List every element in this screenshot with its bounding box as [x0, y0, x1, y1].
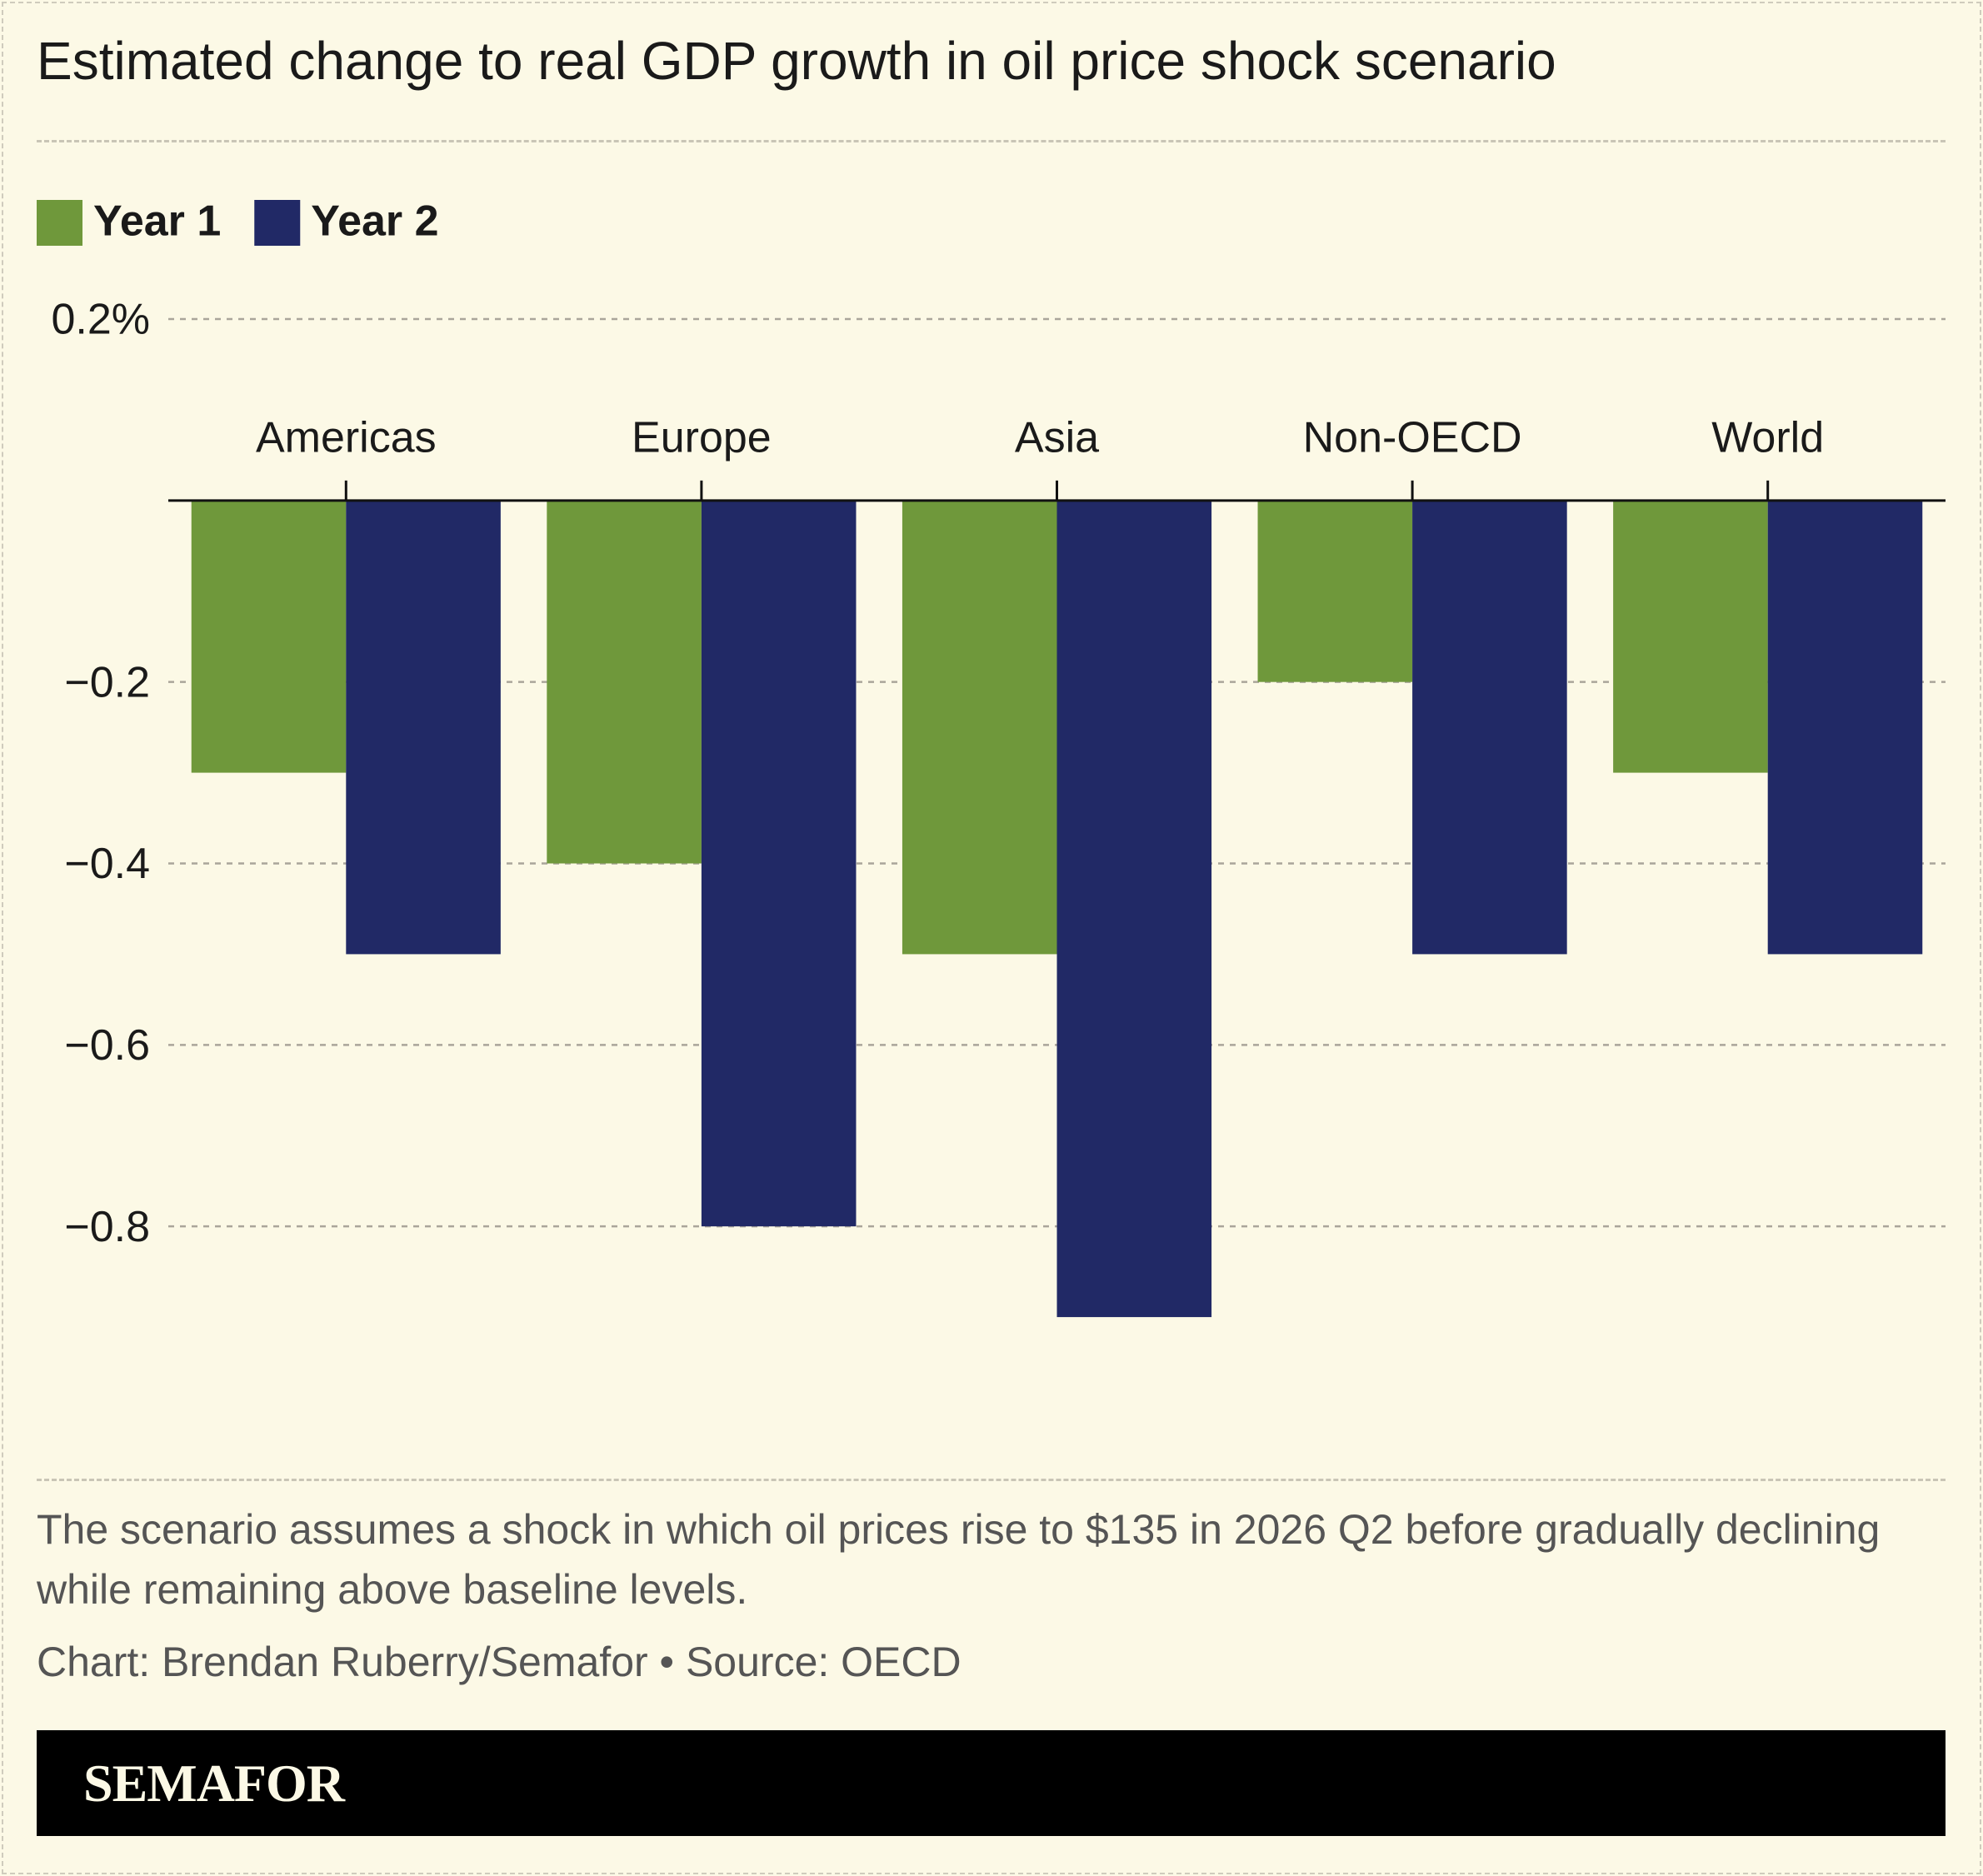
x-tick-label: Europe: [632, 414, 772, 462]
bar: [902, 500, 1057, 955]
bar: [1257, 500, 1413, 682]
separator: [37, 140, 1946, 142]
brand: SEMAFOR: [83, 1754, 345, 1813]
y-tick-label: −0.8: [64, 1203, 150, 1251]
legend-swatch: [254, 200, 301, 246]
credit: Chart: Brendan Ruberry/Semafor • Source:…: [37, 1639, 962, 1685]
y-tick-label: −0.6: [64, 1021, 150, 1070]
bar: [1613, 500, 1768, 773]
bar: [346, 500, 501, 955]
x-tick-label: Americas: [256, 414, 437, 462]
y-tick-label: 0.2%: [51, 296, 150, 344]
y-tick-label: −0.2: [64, 658, 150, 706]
x-tick-label: Asia: [1015, 414, 1099, 462]
legend-label: Year 2: [311, 197, 438, 246]
footer: SEMAFOR: [37, 1730, 1946, 1836]
chart-title: Estimated change to real GDP growth in o…: [37, 31, 1556, 91]
legend-swatch: [37, 200, 82, 246]
y-tick-label: −0.4: [64, 840, 150, 888]
legend-label: Year 1: [93, 197, 221, 246]
bar: [1767, 500, 1923, 955]
separator: [37, 1479, 1946, 1481]
bar: [191, 500, 347, 773]
bar: [1412, 500, 1567, 955]
bar: [1056, 500, 1212, 1318]
x-tick-label: Non-OECD: [1303, 414, 1522, 462]
x-tick-label: World: [1711, 414, 1824, 462]
note: The scenario assumes a shock in which oi…: [37, 1506, 1881, 1613]
bar: [701, 500, 857, 1227]
bar: [547, 500, 702, 864]
